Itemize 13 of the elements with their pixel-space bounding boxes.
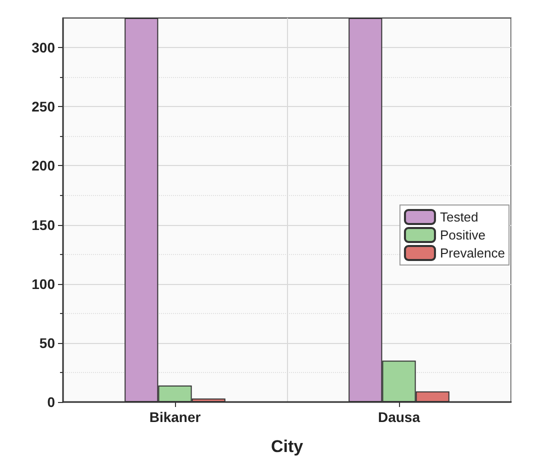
legend-label: Tested: [440, 210, 478, 224]
x-tick-label: Bikaner: [149, 409, 202, 425]
x-tick-label: Dausa: [378, 409, 420, 425]
y-tick-label: 250: [32, 98, 56, 115]
y-tick-label: 50: [39, 334, 56, 351]
legend-label: Positive: [440, 228, 486, 242]
y-tick-label: 300: [32, 40, 56, 56]
y-tick-label: 100: [32, 276, 56, 292]
y-tick-label: 200: [32, 158, 56, 174]
y-tick-label: 0: [47, 394, 56, 410]
y-tick-label: 150: [32, 216, 56, 233]
legend-label: Prevalence: [440, 246, 506, 260]
x-axis-title: City: [270, 437, 304, 456]
